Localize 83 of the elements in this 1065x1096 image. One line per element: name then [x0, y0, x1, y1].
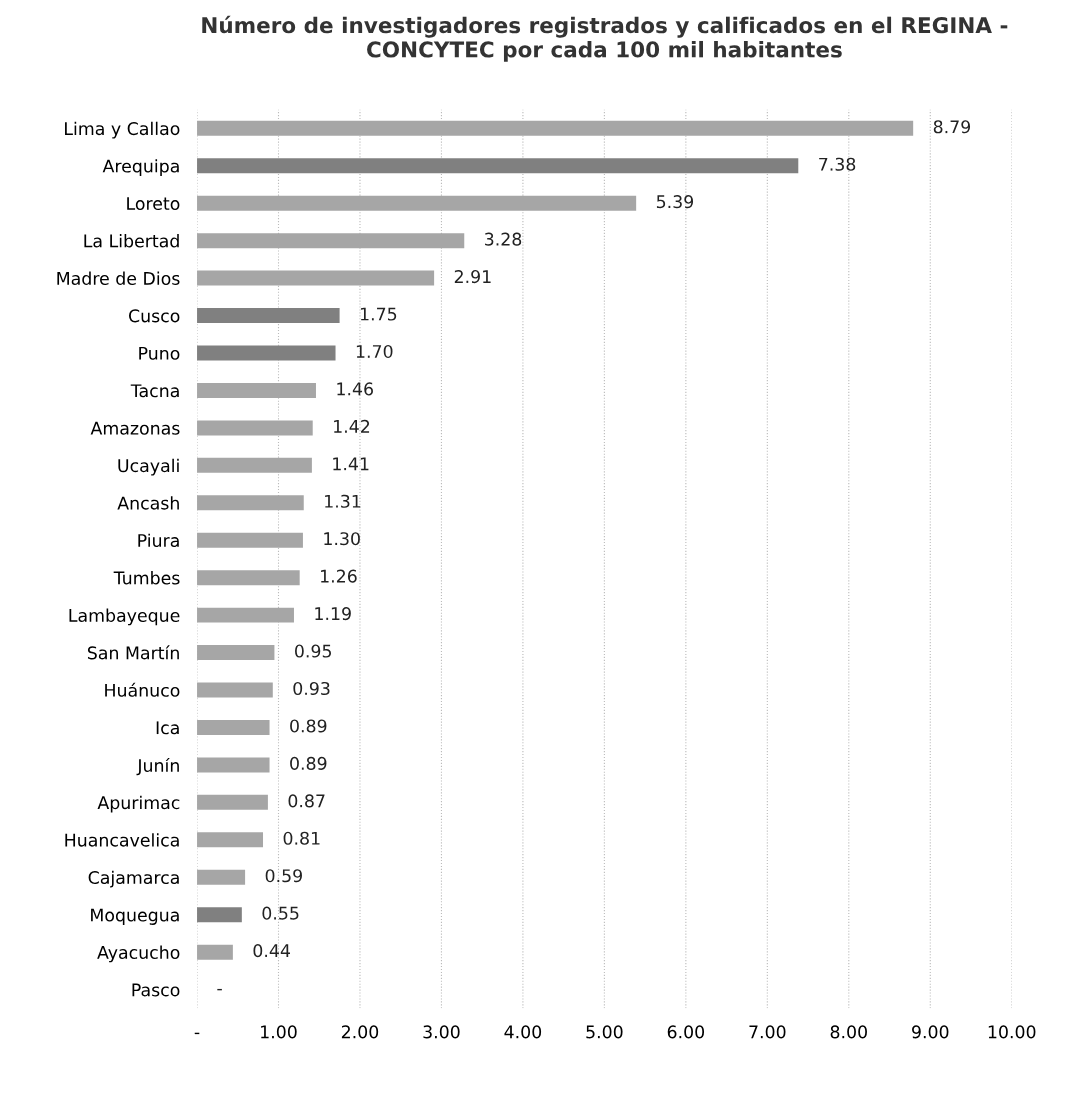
data-label: 0.89 [290, 719, 327, 733]
bar [197, 570, 300, 586]
y-tick-label: Cajamarca [88, 870, 179, 888]
x-tick-label: 6.00 [667, 1025, 705, 1039]
y-tick-label: Ica [156, 721, 179, 735]
bar [197, 345, 336, 361]
data-label: 0.55 [262, 906, 299, 920]
bar [197, 944, 233, 960]
y-tick-label: Huánuco [105, 682, 180, 697]
data-label: 1.26 [321, 569, 357, 583]
data-label: 1.75 [360, 307, 397, 321]
x-tick-label: 3.00 [423, 1025, 460, 1039]
x-tick-label: 7.00 [749, 1025, 786, 1039]
y-tick-label: Ucayali [118, 458, 179, 476]
y-tick-label: La Libertad [84, 234, 179, 248]
y-tick-label: Lima y Callao [65, 121, 180, 139]
y-tick-label: Apurimac [97, 795, 180, 813]
data-label: 1.41 [333, 457, 369, 471]
data-label: 1.42 [334, 419, 370, 433]
bar [197, 832, 264, 848]
bar [197, 233, 465, 249]
bar [197, 794, 268, 810]
data-label: 0.95 [295, 644, 332, 658]
data-label: 1.70 [356, 344, 393, 359]
y-tick-label: Amazonas [90, 421, 180, 435]
bar [197, 195, 637, 211]
y-tick-label: San Martín [87, 645, 179, 660]
bar [197, 382, 316, 398]
bar [197, 719, 270, 735]
y-tick-label: Huancavelica [65, 833, 179, 847]
data-label: - [217, 988, 222, 991]
y-tick-label: Cusco [128, 309, 180, 323]
data-label: 0.93 [293, 681, 330, 696]
data-label: 1.19 [315, 607, 351, 621]
y-tick-label: Tumbes [113, 571, 180, 585]
data-label: 7.38 [819, 157, 856, 171]
y-tick-label: Puno [139, 346, 180, 360]
data-label: 1.46 [337, 382, 373, 396]
data-label: 0.59 [265, 869, 302, 883]
bar [197, 457, 312, 473]
x-tick-label: 1.00 [261, 1025, 297, 1039]
data-label: 5.39 [656, 195, 694, 209]
bar [197, 120, 914, 136]
bar [197, 907, 242, 923]
x-tick-label: 2.00 [341, 1025, 379, 1039]
bar [197, 869, 246, 885]
bar [197, 158, 799, 174]
y-tick-label: Lambayeque [69, 608, 180, 626]
bar [197, 308, 340, 324]
data-label: 0.44 [253, 944, 290, 958]
x-tick-label: 10.00 [988, 1025, 1036, 1039]
y-tick-label: Pasco [132, 983, 180, 997]
y-tick-label: Loreto [127, 197, 180, 211]
bar [197, 645, 275, 661]
y-tick-label: Madre de Dios [57, 271, 180, 285]
data-label: 8.79 [933, 120, 971, 134]
y-tick-label: Ancash [117, 496, 179, 510]
data-label: 3.28 [485, 232, 522, 246]
y-tick-label: Moquegua [91, 908, 179, 925]
data-label: 0.81 [283, 831, 320, 845]
y-tick-label: Piura [138, 533, 179, 548]
x-tick-label: 4.00 [504, 1025, 542, 1039]
data-label: 2.91 [454, 270, 491, 284]
bar [197, 607, 294, 623]
bar [197, 682, 273, 698]
x-tick-label: 8.00 [830, 1025, 867, 1039]
y-tick-label: Tacna [130, 384, 179, 398]
chart-title: Número de investigadores registrados y calificados en el REGINA - CONCYTEC por cada 100 mil habitantes [202, 15, 1008, 62]
data-label: 1.31 [325, 494, 361, 508]
x-tick-label: 9.00 [912, 1025, 949, 1039]
x-tick-label: 5.00 [586, 1025, 623, 1039]
bar [197, 757, 270, 773]
bar [197, 532, 303, 548]
y-tick-label: Ayacucho [97, 945, 180, 963]
data-label: 0.87 [288, 794, 325, 808]
bar [197, 495, 304, 511]
data-label: 1.30 [324, 532, 360, 546]
bar [197, 270, 435, 286]
data-label: 0.89 [290, 756, 327, 770]
x-tick-label: - [194, 1032, 200, 1035]
y-tick-label: Junín [136, 757, 179, 776]
bar [197, 420, 313, 436]
y-tick-label: Arequipa [102, 159, 179, 176]
